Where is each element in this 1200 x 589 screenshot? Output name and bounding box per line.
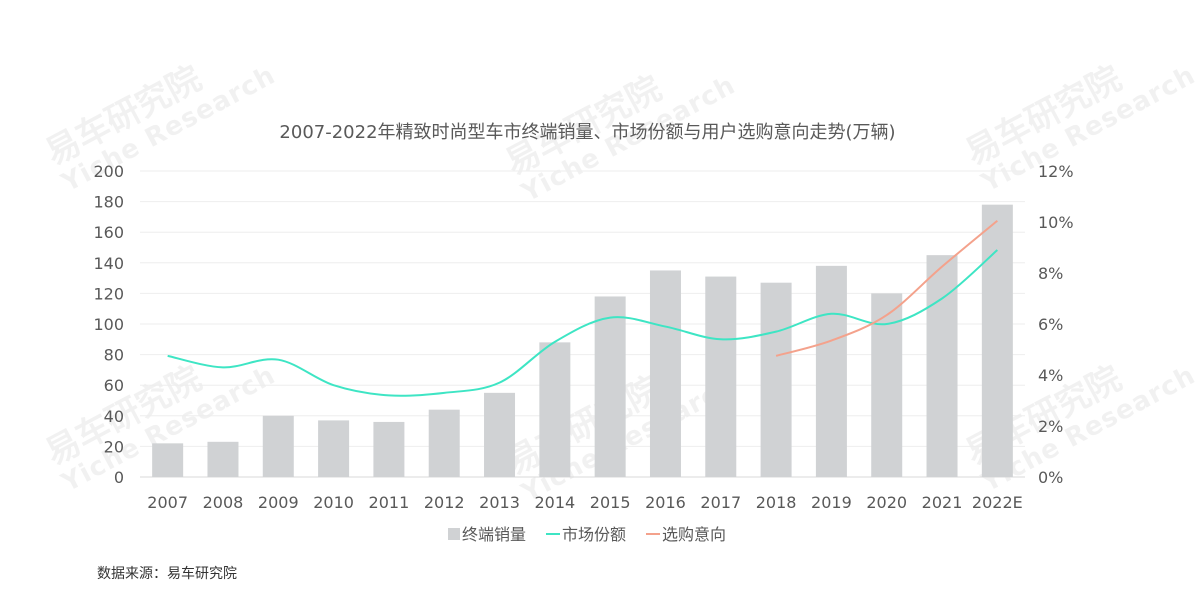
line-series-选购意向 <box>775 219 998 357</box>
y-left-tick-label: 100 <box>93 315 124 334</box>
y-right-tick-label: 6% <box>1038 315 1063 334</box>
y-right-tick-label: 10% <box>1038 213 1074 232</box>
bar-2009 <box>262 415 294 477</box>
x-tick-label: 2016 <box>645 493 686 512</box>
y-left-tick-label: 200 <box>93 162 124 181</box>
bar-2022E <box>981 204 1013 477</box>
bar-2019 <box>815 265 847 477</box>
bar-2018 <box>760 282 792 477</box>
chart-title: 2007-2022年精致时尚型车市终端销量、市场份额与用户选购意向走势(万辆) <box>279 122 895 143</box>
bar-2011 <box>373 421 405 477</box>
y-left-tick-label: 40 <box>104 407 124 426</box>
bar-2008 <box>207 441 239 477</box>
x-tick-label: 2012 <box>424 493 465 512</box>
y-left-tick-label: 180 <box>93 193 124 212</box>
bar-2021 <box>926 255 958 477</box>
y-right-tick-label: 4% <box>1038 366 1063 385</box>
x-tick-label: 2008 <box>203 493 244 512</box>
x-tick-label: 2013 <box>479 493 520 512</box>
legend-label: 市场份额 <box>562 525 626 544</box>
x-tick-label: 2011 <box>369 493 410 512</box>
bar-2014 <box>539 342 571 477</box>
legend-swatch-bar <box>448 528 460 540</box>
y-left-tick-label: 120 <box>93 284 124 303</box>
y-left-tick-label: 160 <box>93 223 124 242</box>
bar-2015 <box>594 296 626 477</box>
bar-2012 <box>428 409 460 477</box>
x-tick-label: 2022E <box>972 493 1023 512</box>
x-tick-label: 2009 <box>258 493 299 512</box>
x-tick-label: 2014 <box>534 493 575 512</box>
line-series-市场份额 <box>167 249 999 397</box>
x-tick-label: 2015 <box>590 493 631 512</box>
bar-2017 <box>705 276 737 477</box>
y-left-tick-label: 60 <box>104 376 124 395</box>
x-tick-label: 2010 <box>313 493 354 512</box>
y-left-tick-label: 0 <box>114 468 124 487</box>
y-right-tick-label: 0% <box>1038 468 1063 487</box>
x-tick-label: 2019 <box>811 493 852 512</box>
y-right-tick-label: 12% <box>1038 162 1074 181</box>
y-right-tick-label: 8% <box>1038 264 1063 283</box>
x-tick-label: 2007 <box>147 493 188 512</box>
y-right-tick-label: 2% <box>1038 417 1063 436</box>
source-note: 数据来源：易车研究院 <box>97 566 237 582</box>
legend-label: 终端销量 <box>462 525 526 544</box>
legend-label: 选购意向 <box>662 525 726 544</box>
bar-2013 <box>484 392 516 477</box>
y-left-tick-label: 20 <box>104 437 124 456</box>
y-left-tick-label: 80 <box>104 346 124 365</box>
y-left-tick-label: 140 <box>93 254 124 273</box>
bar-2010 <box>318 420 350 477</box>
bar-2007 <box>152 443 184 477</box>
bar-2016 <box>649 270 681 477</box>
x-tick-label: 2017 <box>700 493 741 512</box>
x-tick-label: 2018 <box>756 493 797 512</box>
x-tick-label: 2021 <box>922 493 963 512</box>
x-tick-label: 2020 <box>866 493 907 512</box>
